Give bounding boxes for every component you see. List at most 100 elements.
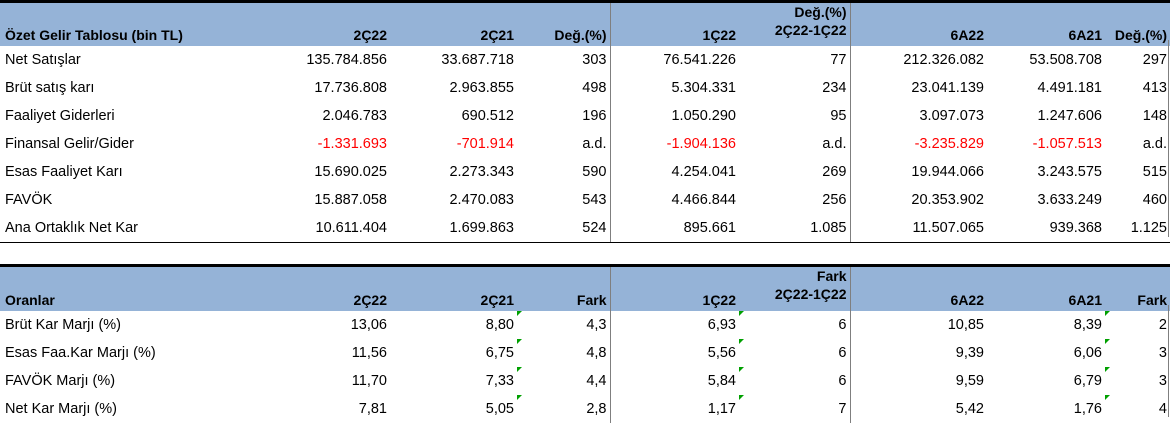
- income-summary-table: Özet Gelir Tablosu (bin TL) 2Ç22 2Ç21 De…: [0, 0, 1170, 243]
- cell-2q21: 6,75: [485, 345, 514, 361]
- cell-2q21: 2.273.343: [449, 164, 514, 180]
- cell-yoy-change: 590: [517, 158, 611, 186]
- cell-2q22: 7,81: [358, 401, 387, 417]
- col-header-yoy-change: Değ.(%): [517, 0, 611, 46]
- cell-2q21: 2.963.855: [449, 80, 514, 96]
- cell-6m-diff: 3: [1105, 339, 1170, 367]
- cell-yoy-diff: 4,4: [517, 367, 611, 395]
- cell-6m-change: 413: [1142, 80, 1167, 96]
- row-label: FAVÖK: [5, 192, 53, 208]
- table-row: Ana Ortaklık Net Kar 10.611.404 1.699.86…: [0, 214, 1170, 243]
- cell-6m21: 53.508.708: [1029, 52, 1102, 68]
- row-label: Finansal Gelir/Gider: [5, 136, 134, 152]
- cell-6m22: -3.235.829: [914, 136, 984, 152]
- col-header-qoq-diff-line2: 2Ç22-1Ç22: [774, 286, 847, 302]
- ratios-table: Oranlar 2Ç22 2Ç21 Fark 1Ç22 Fark 2Ç22-1Ç…: [0, 264, 1170, 423]
- cell-2q21: 1.699.863: [390, 214, 517, 243]
- cell-qoq-change: 269: [739, 158, 851, 186]
- col-header-1q22: 1Ç22: [610, 0, 739, 46]
- cell-6m22: 10,85: [947, 317, 984, 333]
- cell-2q21: 8,80: [485, 317, 514, 333]
- table-row: Finansal Gelir/Gider -1.331.693 -701.914…: [0, 130, 1170, 158]
- col-header-qoq-diff: Fark 2Ç22-1Ç22: [739, 264, 851, 311]
- cell-6m22: 20.353.902: [911, 192, 984, 208]
- table-row: Brüt Kar Marjı (%) 13,06 8,80 4,3 6,93 6…: [0, 311, 1170, 339]
- right-border-line: [1168, 305, 1169, 417]
- cell-yoy-diff: 4,8: [517, 339, 611, 367]
- cell-1q22: 1,17: [707, 401, 736, 417]
- table-row: Brüt satış karı 17.736.808 2.963.855 498…: [0, 74, 1170, 102]
- ratios-table-title: Oranlar: [0, 264, 260, 311]
- col-header-qoq-diff-line1: Fark: [816, 268, 847, 284]
- cell-6m21: 4.491.181: [1037, 80, 1102, 96]
- cell-6m22: 9,39: [955, 345, 984, 361]
- row-label: Net Kar Marjı (%): [5, 401, 117, 417]
- cell-6m-diff: 3: [1105, 367, 1170, 395]
- cell-qoq-diff: 7: [739, 395, 851, 423]
- row-label: Ana Ortaklık Net Kar: [0, 214, 260, 243]
- cell-2q22: 15.887.058: [314, 192, 387, 208]
- row-label: Net Satışlar: [5, 52, 81, 68]
- cell-1q22: 5,84: [707, 373, 736, 389]
- table-row: Esas Faa.Kar Marjı (%) 11,56 6,75 4,8 5,…: [0, 339, 1170, 367]
- row-label: Faaliyet Giderleri: [5, 108, 115, 124]
- cell-2q21: -701.914: [456, 136, 514, 152]
- col-header-qoq-change-line2: 2Ç22-1Ç22: [774, 22, 847, 38]
- col-header-qoq-change-line1: Değ.(%): [794, 4, 847, 20]
- cell-6m-change: 460: [1142, 192, 1167, 208]
- cell-yoy-change: 196: [517, 102, 611, 130]
- row-label: Brüt satış karı: [5, 80, 95, 96]
- cell-6m21: 6,79: [1073, 373, 1102, 389]
- cell-1q22: -1.904.136: [666, 136, 736, 152]
- cell-6m21: 3.243.575: [1037, 164, 1102, 180]
- ratios-header-row: Oranlar 2Ç22 2Ç21 Fark 1Ç22 Fark 2Ç22-1Ç…: [0, 264, 1170, 311]
- cell-1q22: 76.541.226: [663, 52, 736, 68]
- cell-qoq-change: 95: [739, 102, 851, 130]
- row-label: FAVÖK Marjı (%): [5, 373, 116, 389]
- cell-2q22: 11,56: [351, 345, 387, 361]
- cell-6m22: 212.326.082: [903, 52, 984, 68]
- right-border-line: [1168, 40, 1169, 237]
- col-header-1q22: 1Ç22: [610, 264, 739, 311]
- row-label: Esas Faaliyet Karı: [5, 164, 123, 180]
- cell-qoq-change: 77: [739, 46, 851, 74]
- cell-6m-change: 148: [1142, 108, 1167, 124]
- col-header-qoq-change: Değ.(%) 2Ç22-1Ç22: [739, 0, 851, 46]
- income-header-row: Özet Gelir Tablosu (bin TL) 2Ç22 2Ç21 De…: [0, 0, 1170, 46]
- cell-2q22: 135.784.856: [306, 52, 387, 68]
- col-header-6m22: 6A22: [850, 264, 987, 311]
- cell-6m21: 6,06: [1073, 345, 1102, 361]
- col-header-6m-change: Değ.(%): [1105, 0, 1170, 46]
- cell-2q21: 33.687.718: [441, 52, 514, 68]
- cell-6m-change: 515: [1142, 164, 1167, 180]
- table-row: Net Kar Marjı (%) 7,81 5,05 2,8 1,17 7 5…: [0, 395, 1170, 423]
- cell-2q22: 17.736.808: [314, 80, 387, 96]
- table-row: Esas Faaliyet Karı 15.690.025 2.273.343 …: [0, 158, 1170, 186]
- cell-1q22: 5.304.331: [671, 80, 736, 96]
- cell-qoq-change: a.d.: [739, 130, 851, 158]
- cell-2q21: 7,33: [485, 373, 514, 389]
- cell-1q22: 6,93: [707, 317, 736, 333]
- cell-2q22: 13,06: [350, 317, 387, 333]
- cell-6m22: 23.041.139: [911, 80, 984, 96]
- income-table-title: Özet Gelir Tablosu (bin TL): [0, 0, 260, 46]
- cell-6m22: 3.097.073: [919, 108, 984, 124]
- table-row: Faaliyet Giderleri 2.046.783 690.512 196…: [0, 102, 1170, 130]
- table-row: FAVÖK 15.887.058 2.470.083 543 4.466.844…: [0, 186, 1170, 214]
- cell-6m21: 939.368: [987, 214, 1105, 243]
- cell-qoq-diff: 6: [739, 339, 851, 367]
- cell-6m22: 11.507.065: [850, 214, 987, 243]
- cell-yoy-change: 498: [517, 74, 611, 102]
- cell-qoq-diff: 6: [739, 367, 851, 395]
- cell-qoq-change: 256: [739, 186, 851, 214]
- cell-2q21: 5,05: [485, 401, 514, 417]
- cell-2q22: 15.690.025: [314, 164, 387, 180]
- cell-1q22: 4.466.844: [671, 192, 736, 208]
- col-header-6m-diff: Fark: [1105, 264, 1170, 311]
- cell-2q22: 2.046.783: [322, 108, 387, 124]
- col-header-6m21: 6A21: [987, 264, 1105, 311]
- cell-6m21: 1.247.606: [1037, 108, 1102, 124]
- col-header-2q21: 2Ç21: [390, 264, 517, 311]
- cell-1q22: 5,56: [707, 345, 736, 361]
- cell-6m-change: 1.125: [1105, 214, 1170, 243]
